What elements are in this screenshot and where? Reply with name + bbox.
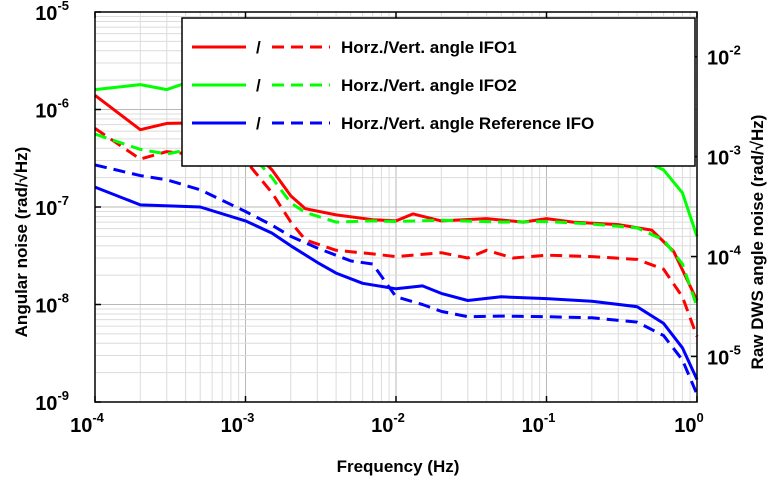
right-y-tick-label: 10-3 [707, 143, 741, 170]
legend-slash: / [256, 76, 261, 95]
series-line-4 [94, 132, 699, 308]
legend-slash: / [256, 38, 261, 57]
ticks: 10-4 10-3 10-2 10-1 100 10-9 10-8 10-7 10-6 10-5 1… [35, 0, 741, 437]
x-tick-label: 10-4 [70, 410, 105, 437]
legend-label: Horz./Vert. angle Reference IFO [341, 114, 594, 133]
series-line-5 [94, 185, 699, 381]
x-tick-label: 100 [674, 410, 703, 437]
y-tick-label: 10-8 [35, 291, 69, 318]
x-tick-label: 10-1 [522, 410, 556, 437]
y-tick-label: 10-6 [35, 96, 69, 123]
legend-box [181, 17, 696, 167]
series-line-2 [94, 127, 699, 338]
legend-label: Horz./Vert. angle IFO1 [341, 38, 517, 57]
legend: / Horz./Vert. angle IFO1 / Horz./Vert. angl… [181, 17, 696, 167]
y-tick-label: 10-7 [35, 193, 69, 220]
y-tick-label: 10-9 [35, 388, 69, 415]
right-y-tick-label: 10-2 [707, 43, 741, 70]
x-tick-label: 10-3 [221, 410, 255, 437]
y-axis-label: Angular noise (rad/√Hz) [12, 147, 31, 338]
right-y-tick-label: 10-4 [707, 243, 742, 270]
y-tick-label: 10-5 [35, 0, 69, 25]
right-y-axis-label: Raw DWS angle noise (rad/√Hz) [748, 115, 767, 370]
legend-label: Horz./Vert. angle IFO2 [341, 76, 517, 95]
right-y-tick-label: 10-5 [707, 342, 741, 369]
series-line-6 [94, 163, 699, 395]
x-axis-label: Frequency (Hz) [337, 457, 460, 476]
legend-slash: / [256, 114, 261, 133]
x-tick-label: 10-2 [371, 410, 405, 437]
